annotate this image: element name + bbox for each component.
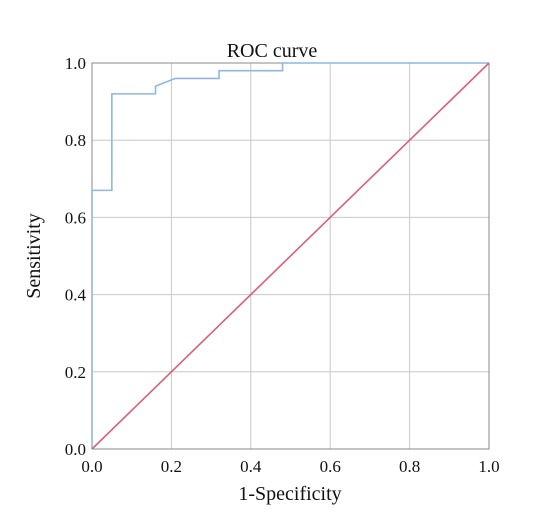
- y-tick-labels: 0.0 0.2 0.4 0.6 0.8 1.0: [65, 54, 87, 459]
- x-tick-label: 0.4: [240, 457, 262, 476]
- roc-curve-line: [91, 62, 489, 449]
- x-tick-labels: 0.0 0.2 0.4 0.6 0.8 1.0: [81, 457, 499, 476]
- y-tick-label: 0.6: [65, 208, 86, 227]
- y-tick-label: 0.2: [65, 363, 86, 382]
- x-tick-label: 1.0: [478, 457, 499, 476]
- y-axis-label: Sensitivity: [23, 213, 45, 299]
- x-tick-label: 0.2: [161, 457, 182, 476]
- y-tick-label: 0.4: [65, 286, 87, 305]
- x-tick-label: 0.0: [81, 457, 102, 476]
- series-layer: [91, 62, 490, 450]
- y-tick-label: 0.8: [65, 131, 86, 150]
- reference-diagonal-line: [91, 62, 490, 450]
- y-tick-label: 0.0: [65, 440, 86, 459]
- x-tick-label: 0.6: [320, 457, 341, 476]
- x-tick-label: 0.8: [399, 457, 420, 476]
- chart-title: ROC curve: [227, 40, 318, 62]
- x-axis-label: 1-Specificity: [238, 483, 341, 505]
- y-tick-label: 1.0: [65, 54, 86, 73]
